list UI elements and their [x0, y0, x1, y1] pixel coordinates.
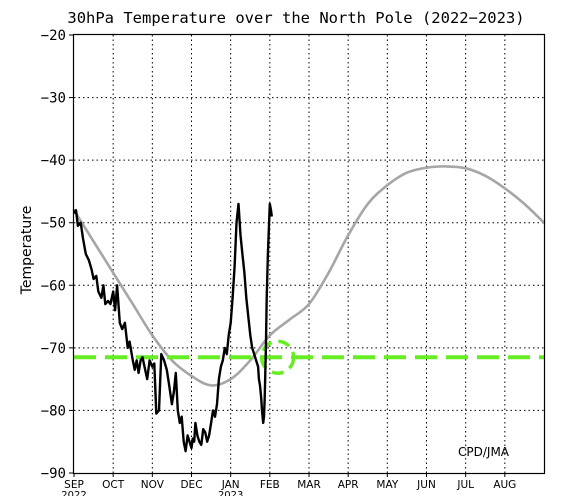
- plot-frame: [72, 33, 546, 475]
- series-layer: [72, 165, 546, 453]
- grid-layer: [74, 35, 544, 473]
- x-tick-label: JUN: [416, 479, 436, 491]
- y-tick-label: −20: [41, 28, 66, 44]
- x-tick-label: MAR: [297, 479, 321, 491]
- y-tick-label: −30: [41, 91, 66, 107]
- x-tick-label: OCT: [102, 479, 125, 491]
- x-tick-label: MAY: [376, 479, 398, 491]
- y-tick-label: −70: [41, 341, 66, 357]
- y-tick-label: −90: [41, 466, 66, 482]
- climatology-line: [72, 165, 546, 387]
- y-tick-label: −80: [41, 403, 66, 419]
- x-axis: SEP OCT NOV DEC JAN FEB MAR APR MAY JUN JUL AUG 2022…: [61, 473, 516, 496]
- x-tick-label: AUG: [493, 479, 516, 491]
- observed-temperature-line: [72, 202, 273, 453]
- x-tick-label: NOV: [141, 479, 165, 491]
- x-tick-label: JUL: [456, 479, 474, 491]
- year-label: 2023: [218, 490, 243, 496]
- year-label: 2022: [61, 490, 86, 496]
- x-tick-label: APR: [338, 479, 359, 491]
- x-tick-label: DEC: [180, 479, 202, 491]
- y-tick-label: −60: [41, 278, 66, 294]
- x-tick-label: JAN: [221, 479, 240, 491]
- threshold-marker-circle: [259, 339, 296, 375]
- y-tick-label: −50: [41, 216, 66, 232]
- credit-label: CPD/JMA: [458, 445, 510, 459]
- y-axis: −20 −30 −40 −50 −60 −70 −80 −90: [41, 28, 74, 482]
- x-tick-label: SEP: [64, 479, 84, 491]
- x-tick-label: FEB: [260, 479, 280, 491]
- y-tick-label: −40: [41, 153, 66, 169]
- y-axis-title: Temperature: [19, 206, 35, 296]
- chart-title: 30hPa Temperature over the North Pole (2…: [67, 9, 524, 27]
